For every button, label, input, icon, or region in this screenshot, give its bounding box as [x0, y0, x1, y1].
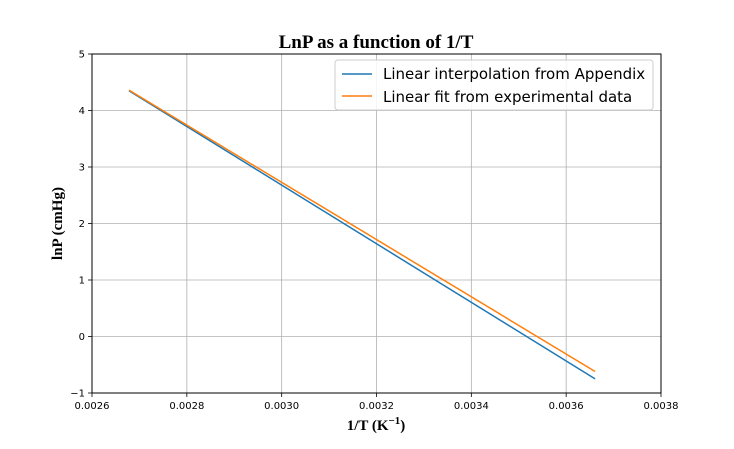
- y-tick-label: 0: [79, 332, 85, 343]
- x-tick-label: 0.0036: [549, 401, 584, 412]
- x-axis-label-tail: ): [400, 418, 405, 434]
- x-tick-label: 0.0032: [359, 401, 394, 412]
- x-axis-label-exponent: −1: [389, 415, 401, 427]
- series-line-interpolation: [128, 90, 596, 380]
- legend-box: [334, 59, 654, 111]
- legend: Linear interpolation from Appendix Linea…: [334, 59, 654, 111]
- x-tick-label: 0.0034: [454, 401, 489, 412]
- x-tick-label: 0.0038: [644, 401, 679, 412]
- x-axis-label-base: 1/T (K: [347, 418, 389, 434]
- y-tick-label: 1: [79, 276, 85, 287]
- series-group: [128, 89, 596, 380]
- x-axis-label: 1/T (K−1): [347, 415, 406, 434]
- legend-label-fit: Linear fit from experimental data: [383, 88, 632, 106]
- x-tick-label: 0.0028: [169, 401, 204, 412]
- x-tick-label: 0.0030: [264, 401, 299, 412]
- y-axis-ticks: −1 0 1 2 3 4 5: [70, 50, 92, 400]
- y-tick-label: 5: [79, 50, 85, 61]
- y-tick-label: 4: [79, 106, 85, 117]
- legend-label-interpolation: Linear interpolation from Appendix: [383, 65, 645, 83]
- chart-title: LnP as a function of 1/T: [279, 32, 474, 53]
- y-tick-label: 3: [79, 163, 85, 174]
- series-line-fit: [128, 89, 596, 373]
- x-axis-ticks: 0.0026 0.0028 0.0030 0.0032 0.0034 0.0036 0.00…: [75, 393, 679, 412]
- y-tick-label: −1: [70, 389, 85, 400]
- y-tick-label: 2: [79, 219, 85, 230]
- y-axis-label: lnP (cmHg): [50, 187, 66, 260]
- x-tick-label: 0.0026: [75, 401, 110, 412]
